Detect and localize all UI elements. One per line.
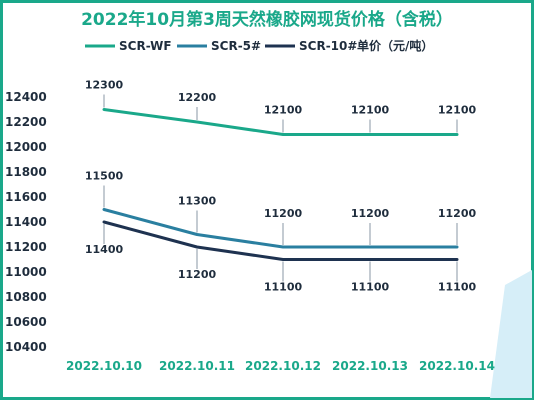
data-label-1-4: 11200 — [438, 207, 477, 220]
y-tick-label-11600: 11600 — [5, 190, 47, 204]
data-label-2-4: 11100 — [438, 281, 477, 294]
data-label-0-0: 12300 — [85, 79, 124, 92]
y-tick-label-11800: 11800 — [5, 165, 47, 179]
y-tick-label-11200: 11200 — [5, 240, 47, 254]
y-tick-label-10600: 10600 — [5, 315, 47, 329]
axis-layer: 10400 10600 10800 11000 11200 11400 11600 11800… — [5, 90, 495, 373]
x-tick-label-2: 2022.10.12 — [245, 359, 321, 373]
y-tick-label-10400: 10400 — [5, 340, 47, 354]
y-tick-label-10800: 10800 — [5, 290, 47, 304]
series-line-2 — [102, 220, 459, 261]
legend-label-scr-10: SCR-10# — [299, 39, 357, 53]
x-tick-label-1: 2022.10.11 — [159, 359, 235, 373]
y-tick-label-12400: 12400 — [5, 90, 47, 104]
data-label-2-2: 11100 — [264, 281, 303, 294]
legend: SCR-WF SCR-5# SCR-10# 单价（元/吨） — [85, 38, 433, 53]
series-line-0 — [102, 108, 459, 136]
data-label-2-3: 11100 — [351, 281, 390, 294]
corner-decoration — [490, 270, 532, 398]
y-tick-label-12000: 12000 — [5, 140, 47, 154]
data-label-2-0: 11400 — [85, 243, 124, 256]
y-tick-label-11400: 11400 — [5, 215, 47, 229]
label-layer: 12300 12200 12100 12100 12100 11500 11300 11200… — [85, 79, 477, 294]
series-line-1 — [102, 208, 459, 249]
data-label-1-1: 11300 — [178, 195, 217, 208]
unit-label: 单价（元/吨） — [357, 38, 433, 53]
data-label-1-2: 11200 — [264, 207, 303, 220]
legend-label-scr-5: SCR-5# — [211, 39, 261, 53]
y-tick-label-12200: 12200 — [5, 115, 47, 129]
x-tick-label-3: 2022.10.13 — [332, 359, 408, 373]
y-tick-label-11000: 11000 — [5, 265, 47, 279]
series-layer — [102, 108, 459, 261]
data-label-2-1: 11200 — [178, 268, 217, 281]
data-label-0-2: 12100 — [264, 104, 303, 117]
chart-title: 2022年10月第3周天然橡胶网现货价格（含税） — [81, 9, 453, 30]
x-tick-label-0: 2022.10.10 — [66, 359, 142, 373]
data-label-0-1: 12200 — [178, 91, 217, 104]
data-label-1-0: 11500 — [85, 170, 124, 183]
x-tick-label-4: 2022.10.14 — [419, 359, 495, 373]
data-label-1-3: 11200 — [351, 207, 390, 220]
data-label-0-3: 12100 — [351, 104, 390, 117]
data-label-0-4: 12100 — [438, 104, 477, 117]
legend-label-scr-wf: SCR-WF — [119, 39, 172, 53]
